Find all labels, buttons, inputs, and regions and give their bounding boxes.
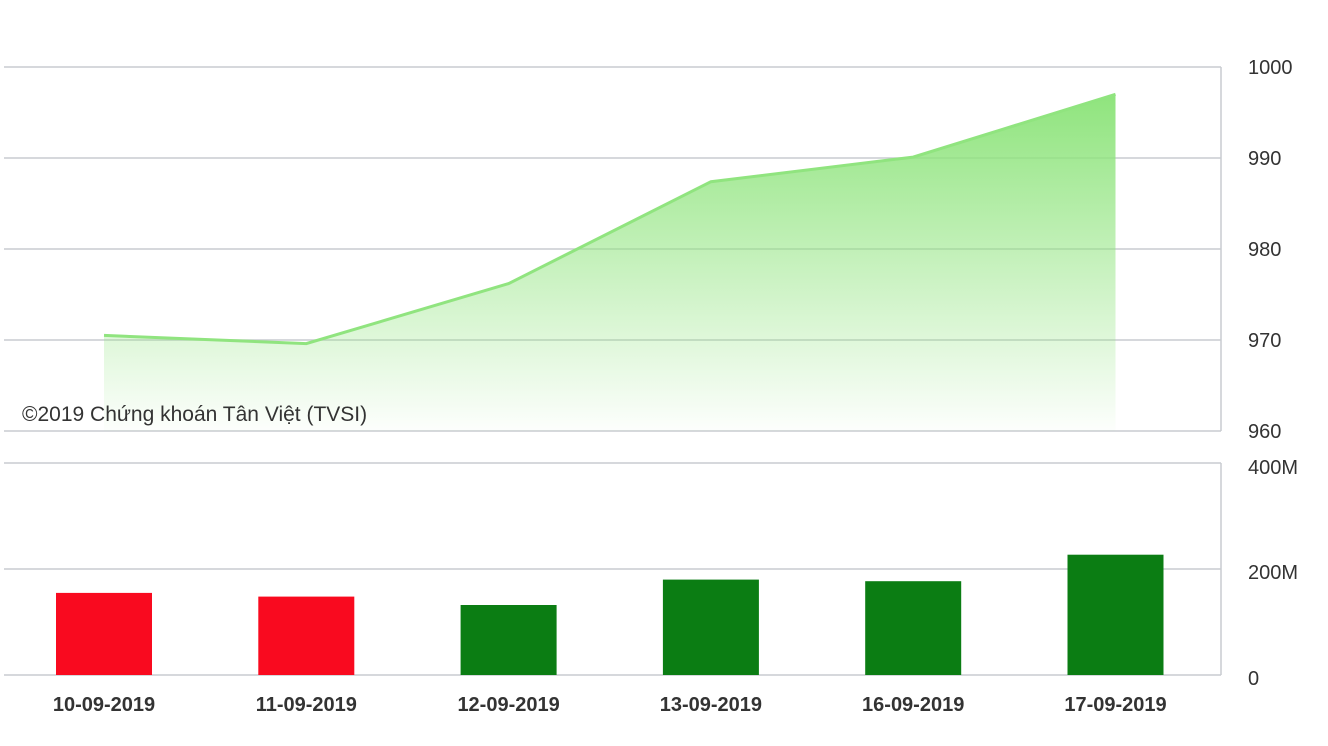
price-tick-label: 990 <box>1248 148 1281 170</box>
x-tick-label: 13-09-2019 <box>660 694 762 716</box>
volume-tick-label: 400M <box>1248 457 1298 479</box>
volume-bar <box>460 605 557 675</box>
x-axis-labels: 10-09-2019 11-09-2019 12-09-2019 13-09-2019… <box>53 694 1167 716</box>
volume-tick-label: 0 <box>1248 668 1259 690</box>
x-tick-label: 10-09-2019 <box>53 694 155 716</box>
price-axis-ticks: 960 970 980 990 1000 <box>1248 57 1293 443</box>
volume-axis-ticks: 0 200M 400M <box>1248 457 1298 690</box>
x-tick-label: 11-09-2019 <box>256 694 357 716</box>
x-tick-label: 12-09-2019 <box>457 694 559 716</box>
volume-bar <box>258 596 355 675</box>
price-tick-label: 970 <box>1248 330 1281 352</box>
price-area <box>104 94 1116 432</box>
volume-gridlines <box>4 462 1222 676</box>
volume-bar <box>662 579 759 675</box>
price-line <box>103 92 1116 346</box>
chart-credit: ©2019 Chứng khoán Tân Việt (TVSI) <box>22 403 367 426</box>
volume-bar <box>865 581 962 675</box>
volume-bar <box>56 592 152 675</box>
x-tick-label: 17-09-2019 <box>1064 694 1166 716</box>
price-tick-label: 980 <box>1248 239 1281 261</box>
volume-bar <box>1067 554 1164 675</box>
price-panel: 960 970 980 990 1000 <box>4 57 1293 443</box>
volume-panel: 0 200M 400M <box>4 457 1298 690</box>
x-tick-label: 16-09-2019 <box>862 694 964 716</box>
price-tick-label: 960 <box>1248 421 1281 443</box>
price-tick-label: 1000 <box>1248 57 1293 79</box>
volume-tick-label: 200M <box>1248 562 1298 584</box>
volume-bars <box>56 554 1164 675</box>
